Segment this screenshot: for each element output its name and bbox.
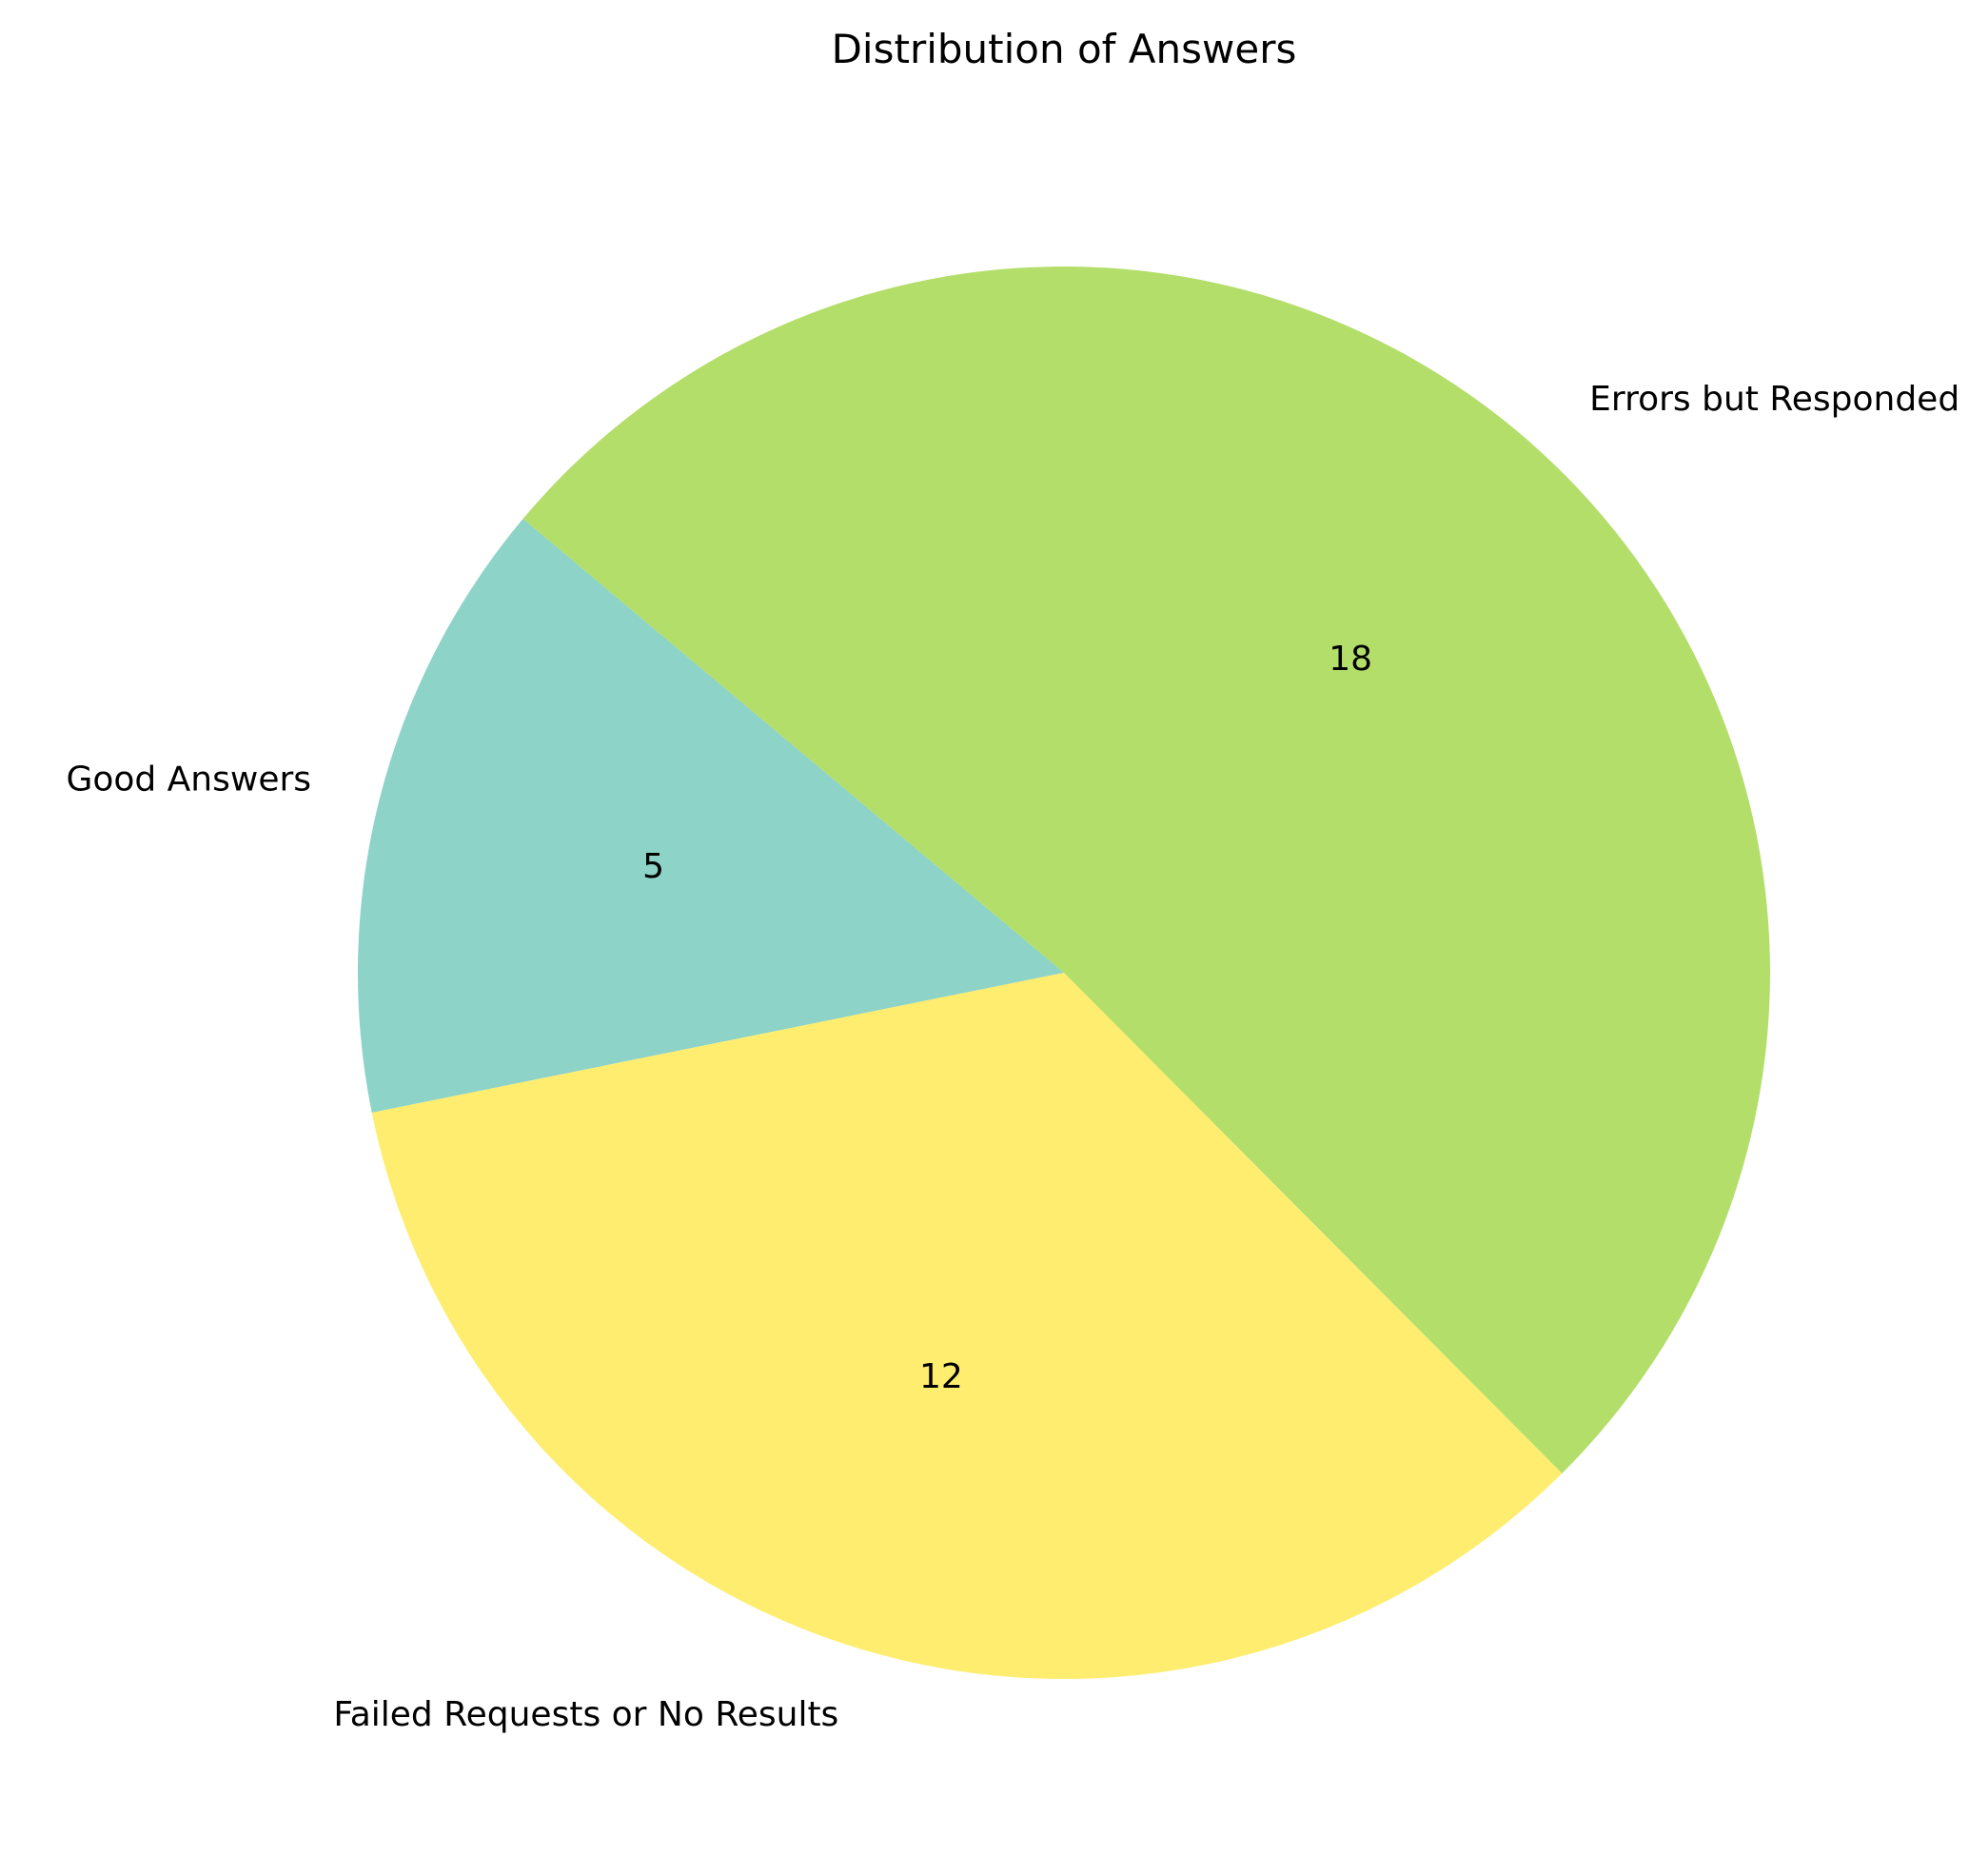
- slice-value-label-1: 12: [919, 1357, 963, 1396]
- slice-value-label-2: 18: [1329, 640, 1372, 679]
- slice-value-labels: 5 12 18: [642, 640, 1372, 1396]
- pie-slices: [358, 266, 1771, 1679]
- chart-title: Distribution of Answers: [832, 26, 1297, 72]
- slice-value-label-0: 5: [642, 847, 664, 886]
- slice-label-2: Errors but Responded: [1589, 380, 1959, 419]
- slice-label-0: Good Answers: [66, 760, 311, 800]
- slice-label-1: Failed Requests or No Results: [333, 1695, 838, 1734]
- pie-slice-1: [371, 973, 1563, 1679]
- pie-slice-0: [358, 519, 1065, 1114]
- slice-labels: Good Answers Failed Requests or No Result…: [66, 380, 1959, 1734]
- pie-slice-2: [522, 266, 1771, 1473]
